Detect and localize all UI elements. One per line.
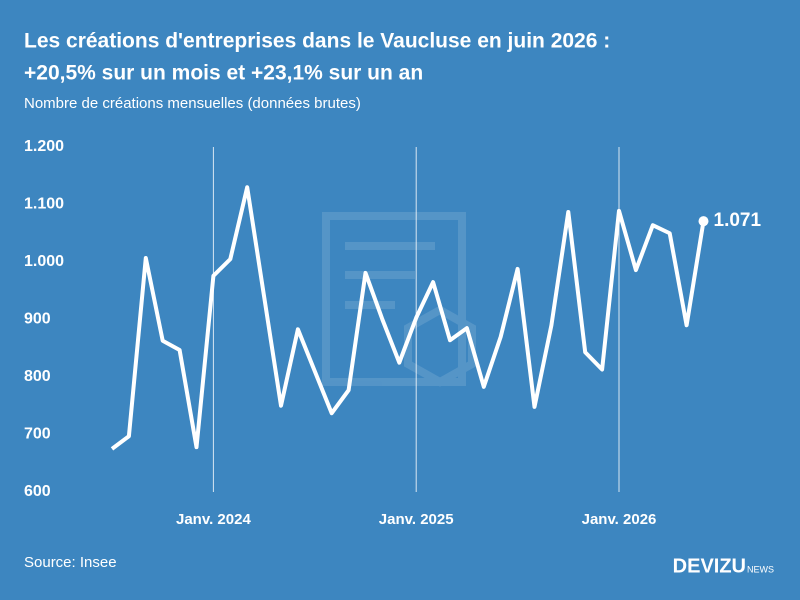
y-tick-label: 600: [24, 483, 51, 500]
title: +20,5% sur un mois et +23,1% sur un an: [24, 62, 423, 85]
line: [110, 185, 706, 451]
brand-suffix: NEWS: [747, 564, 774, 574]
title: Les créations d'entreprises dans le Vauc…: [24, 30, 610, 53]
brand: DEVIZU: [673, 555, 746, 577]
watermark: [322, 212, 476, 387]
y-tick-label: 1.100: [24, 196, 64, 213]
y-tick-label: 1.000: [24, 253, 64, 270]
x-tick-label: Janv. 2026: [582, 511, 657, 528]
y-tick-label: 700: [24, 426, 51, 443]
data-label: 1.071: [714, 210, 762, 231]
subtitle: Nombre de créations mensuelles (données …: [24, 95, 361, 112]
end-point: [698, 216, 709, 227]
y-tick-label: 900: [24, 311, 51, 328]
y-tick-label: 1.200: [24, 138, 64, 155]
y-tick-label: 800: [24, 368, 51, 385]
x-tick-label: Janv. 2025: [379, 511, 454, 528]
x-tick-label: Janv. 2024: [176, 511, 251, 528]
source: Source: Insee: [24, 554, 117, 571]
